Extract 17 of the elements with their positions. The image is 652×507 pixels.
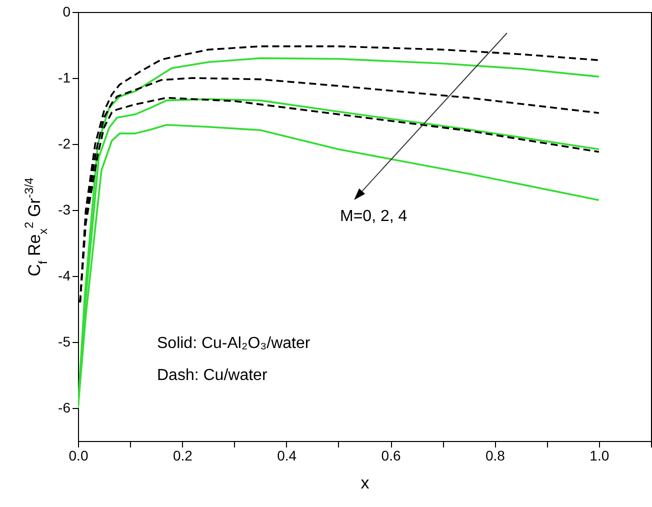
x-tick-label: 0.0 bbox=[68, 448, 88, 464]
y-tick-label: -2 bbox=[58, 136, 71, 152]
y-tick-label: -4 bbox=[58, 268, 71, 284]
y-tick-label: -3 bbox=[58, 202, 71, 218]
y-tick-label: -1 bbox=[58, 70, 71, 86]
y-tick-label: -6 bbox=[58, 400, 71, 416]
x-tick-label: 0.2 bbox=[172, 448, 193, 464]
x-tick-label: 0.6 bbox=[381, 448, 401, 464]
annotation: Solid: Cu-Al₂O₃/water bbox=[157, 335, 311, 352]
x-tick-label: 0.4 bbox=[277, 448, 297, 464]
x-tick-label: 0.8 bbox=[485, 448, 506, 464]
x-axis-title: x bbox=[360, 474, 370, 492]
y-tick-label: -5 bbox=[58, 334, 71, 350]
x-tick-label: 1.0 bbox=[590, 448, 610, 464]
annotation: Dash: Cu/water bbox=[157, 367, 268, 384]
y-tick-label: 0 bbox=[62, 4, 71, 20]
annotation: M=0, 2, 4 bbox=[340, 208, 408, 225]
